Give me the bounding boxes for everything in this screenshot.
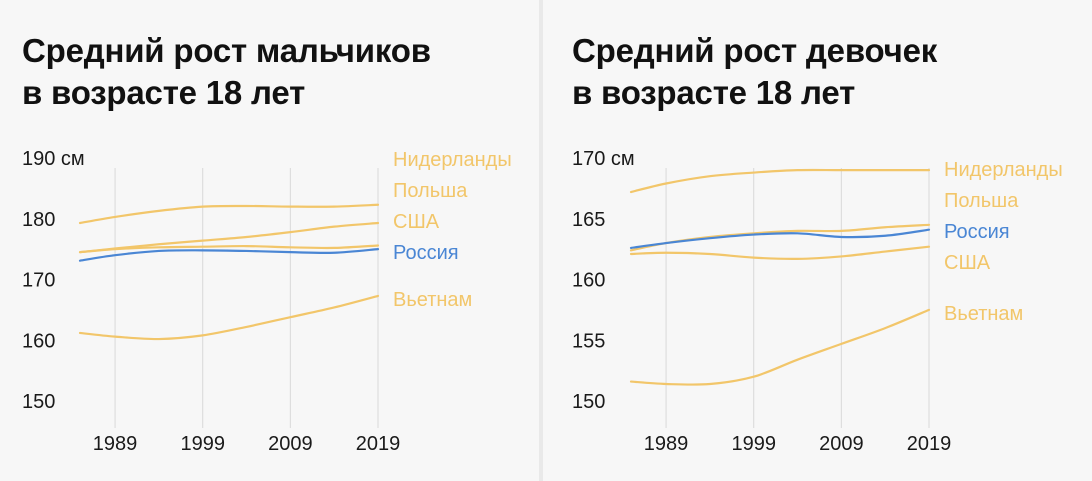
series-line-1 <box>629 223 931 252</box>
chart-title-girls-line1: Средний рост девочек <box>572 32 938 69</box>
chart-title-boys-line1: Средний рост мальчиков <box>22 32 431 69</box>
x-tick-label: 1989 <box>93 433 138 455</box>
chart-title-girls: Средний рост девочек в возрасте 18 лет <box>572 30 1072 114</box>
y-tick-label: 160 <box>22 330 55 352</box>
series-line-0 <box>629 168 931 194</box>
x-tick-label: 2009 <box>819 433 864 455</box>
x-tick-label: 1989 <box>644 433 689 455</box>
x-tick-label: 2019 <box>907 433 952 455</box>
chart-panel-boys: Средний рост мальчиков в возрасте 18 лет… <box>0 0 539 481</box>
legend-label-4: Вьетнам <box>393 289 472 311</box>
chart-title-boys: Средний рост мальчиков в возрасте 18 лет <box>22 30 522 114</box>
line-chart-boys: 190 см 180 170 160 150 1989 1999 2009 2019 Нидерл… <box>22 148 512 455</box>
y-tick-label: 165 <box>572 209 605 231</box>
x-tick-label: 1999 <box>731 433 776 455</box>
series-line-0 <box>78 203 380 225</box>
series-line-2 <box>629 228 931 250</box>
y-tick-label: 170 <box>22 270 55 292</box>
chart-title-boys-line2: в возрасте 18 лет <box>22 74 306 111</box>
x-tick-label: 2009 <box>268 433 313 455</box>
legend-label-0: Нидерланды <box>393 149 512 171</box>
legend-label-3: США <box>944 252 991 274</box>
y-tick-label: 150 <box>22 391 55 413</box>
legend-label-1: Польша <box>393 180 468 202</box>
legend-label-1: Польша <box>944 190 1019 212</box>
y-tick-label: 160 <box>572 270 605 292</box>
x-tick-label: 1999 <box>180 433 225 455</box>
chart-title-girls-line2: в возрасте 18 лет <box>572 74 856 111</box>
series-line-4 <box>629 308 931 386</box>
series-line-3 <box>78 248 380 262</box>
legend-label-2: США <box>393 211 440 233</box>
line-chart-girls: 170 см 165 160 155 150 1989 1999 2009 2019 Нидерл… <box>572 148 1063 455</box>
y-tick-label: 190 см <box>22 148 85 170</box>
legend-label-3: Россия <box>393 242 459 264</box>
y-tick-label: 170 см <box>572 148 635 170</box>
y-tick-label: 155 <box>572 330 605 352</box>
chart-panel-girls: Средний рост девочек в возрасте 18 лет 1… <box>543 0 1092 481</box>
legend-label-2: Россия <box>944 221 1010 243</box>
y-tick-label: 180 <box>22 209 55 231</box>
series-line-3 <box>629 245 931 260</box>
series-line-4 <box>78 294 380 341</box>
series-line-2 <box>78 221 380 254</box>
y-tick-label: 150 <box>572 391 605 413</box>
x-tick-label: 2019 <box>356 433 401 455</box>
legend-label-0: Нидерланды <box>944 159 1063 181</box>
legend-label-4: Вьетнам <box>944 303 1023 325</box>
